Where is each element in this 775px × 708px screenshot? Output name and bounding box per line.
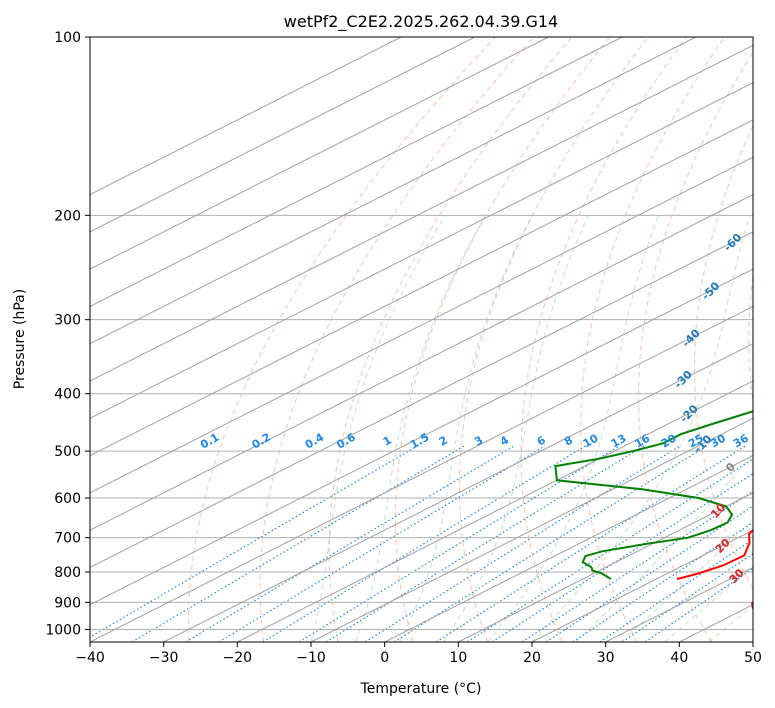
y-tick-label: 600 (54, 491, 81, 507)
dry-adiabats (187, 37, 753, 642)
x-tick-label: 50 (744, 650, 762, 666)
isotherm-line (458, 492, 753, 642)
mixing-ratio-line (298, 445, 620, 642)
isotherm-gridlines (90, 37, 753, 642)
y-tick-label: 400 (54, 387, 81, 403)
mixing-ratio-line (572, 521, 753, 642)
isotherm-line (90, 37, 623, 307)
y-tick-label: 700 (54, 531, 81, 547)
mixing-ratio-line (436, 445, 746, 642)
x-tick-label: 0 (380, 650, 389, 666)
dry-adiabat (259, 37, 534, 642)
chart-title: wetPf2_C2E2.2025.262.04.39.G14 (284, 12, 558, 32)
isotherm-line (90, 37, 697, 345)
moist-adiabat (354, 215, 487, 642)
isotherm-line (310, 417, 753, 642)
moist-adiabat (664, 565, 753, 642)
moist-adiabats (310, 215, 753, 642)
isotherm-line (163, 343, 753, 642)
moist-adiabat (487, 215, 660, 642)
moist-adiabat (398, 215, 533, 642)
mixing-ratio-line (467, 458, 753, 642)
x-axis: −40 −30 −20 −10 0 10 20 30 40 50 (75, 642, 762, 666)
y-axis-title: Pressure (hPa) (12, 289, 28, 389)
x-tick-label: 40 (670, 650, 688, 666)
x-axis-title: Temperature (°C) (360, 681, 482, 697)
y-tick-label: 800 (54, 565, 81, 581)
isotherm-line (90, 37, 476, 233)
dewpoint-profile-line (554, 410, 753, 580)
x-tick-label: −30 (149, 650, 179, 666)
y-tick-label: 900 (54, 595, 81, 611)
isotherm-line (90, 37, 549, 270)
mixing-ratio-line (218, 445, 546, 642)
mixing-ratio-line (262, 445, 586, 642)
y-tick-label: 1000 (45, 622, 81, 638)
isotherm-line (90, 37, 402, 196)
dry-adiabat (580, 37, 725, 642)
y-tick-label: 300 (54, 313, 81, 329)
x-tick-label: −10 (296, 650, 326, 666)
moist-adiabat (531, 215, 751, 642)
isotherm-line (90, 231, 753, 568)
isobar-gridlines (90, 37, 753, 630)
isotherm-line (90, 119, 753, 457)
isotherm-line (384, 454, 753, 642)
x-tick-label: 20 (523, 650, 541, 666)
mixing-ratio-line (545, 505, 753, 642)
x-tick-label: −40 (75, 650, 105, 666)
x-tick-label: −20 (223, 650, 253, 666)
isotherm-line (90, 193, 753, 531)
isotherm-line (531, 529, 753, 642)
mixing-ratio-line (364, 445, 681, 642)
dry-adiabat (328, 37, 573, 642)
dry-adiabat (458, 37, 649, 642)
isotherm-label: -70 (749, 180, 772, 203)
plot-frame (89, 36, 754, 643)
isotherm-line (90, 44, 753, 382)
dry-adiabat (520, 37, 687, 642)
y-tick-label: 200 (54, 208, 81, 224)
x-tick-label: 30 (597, 650, 615, 666)
isotherm-label: 40 (747, 593, 767, 613)
moist-adiabat (620, 519, 753, 642)
moist-adiabat (310, 215, 447, 642)
isotherm-line (90, 305, 753, 642)
x-tick-label: 10 (449, 650, 467, 666)
isotherm-line (237, 380, 753, 642)
y-tick-label: 500 (54, 444, 81, 460)
moist-adiabat (443, 215, 589, 642)
mixing-ratio-line (325, 445, 645, 642)
dry-adiabat (748, 272, 753, 405)
sounding-profiles (554, 410, 753, 580)
dry-adiabat (187, 37, 496, 642)
isotherm-line (90, 156, 753, 494)
y-axis: 100 200 300 400 500 600 700 800 900 1000 (45, 30, 90, 638)
isotherm-line (90, 82, 753, 419)
isotherm-line (90, 268, 753, 606)
y-tick-label: 100 (54, 30, 81, 46)
dry-adiabat (694, 124, 753, 590)
